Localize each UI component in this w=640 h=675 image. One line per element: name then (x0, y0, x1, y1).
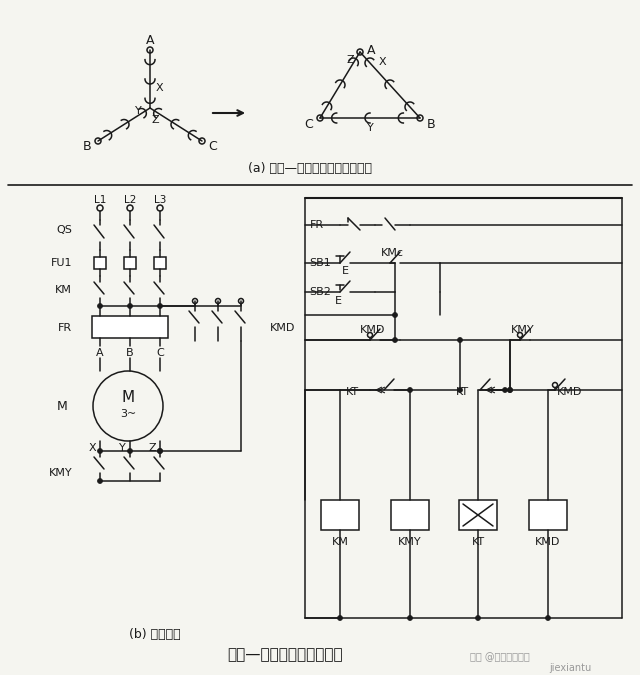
Circle shape (458, 338, 463, 342)
Text: KMc: KMc (381, 248, 403, 258)
Text: B: B (83, 140, 92, 153)
Circle shape (502, 387, 508, 392)
Circle shape (97, 304, 102, 308)
Bar (391, 500, 429, 530)
Text: 3~: 3~ (120, 409, 136, 419)
Text: (a) 星形—三角形转换绕组连接图: (a) 星形—三角形转换绕组连接图 (248, 161, 372, 175)
Circle shape (476, 616, 481, 620)
Bar (124, 257, 136, 269)
Text: C: C (209, 140, 218, 153)
Bar (459, 500, 497, 530)
Bar (154, 257, 166, 269)
Circle shape (97, 479, 102, 483)
Bar (92, 316, 168, 338)
Text: C: C (305, 117, 314, 130)
Text: M: M (122, 391, 134, 406)
Bar (94, 257, 106, 269)
Text: A: A (367, 43, 375, 57)
Circle shape (127, 448, 132, 454)
Text: KT: KT (456, 387, 468, 397)
Text: KMY: KMY (398, 537, 422, 547)
Text: KMD: KMD (360, 325, 386, 335)
Bar (529, 500, 567, 530)
Text: L1: L1 (94, 195, 106, 205)
Text: Z: Z (346, 55, 354, 65)
Circle shape (337, 616, 342, 620)
Text: B: B (427, 117, 435, 130)
Circle shape (157, 304, 163, 308)
Circle shape (392, 338, 397, 342)
Text: A: A (96, 348, 104, 358)
Text: X: X (155, 83, 163, 93)
Text: M: M (57, 400, 68, 412)
Text: E: E (335, 296, 342, 306)
Text: SB2: SB2 (309, 287, 331, 297)
Circle shape (508, 387, 513, 392)
Text: KM: KM (55, 285, 72, 295)
Text: X: X (88, 443, 96, 453)
Text: FR: FR (310, 220, 324, 230)
Circle shape (408, 387, 413, 392)
Text: KMD: KMD (270, 323, 296, 333)
Text: (b) 控制线路: (b) 控制线路 (129, 628, 181, 641)
Text: KMD: KMD (535, 537, 561, 547)
Text: QS: QS (56, 225, 72, 235)
Circle shape (157, 448, 163, 454)
Text: L2: L2 (124, 195, 136, 205)
Circle shape (392, 313, 397, 317)
Text: KMY: KMY (49, 468, 72, 478)
Text: B: B (126, 348, 134, 358)
Text: KMD: KMD (557, 387, 582, 397)
Text: 头条 @机械智能制造: 头条 @机械智能制造 (470, 652, 530, 662)
Circle shape (508, 387, 513, 392)
Text: SB1: SB1 (309, 258, 331, 268)
Text: FU1: FU1 (51, 258, 72, 268)
Text: C: C (156, 348, 164, 358)
Text: Y: Y (118, 443, 125, 453)
Circle shape (127, 304, 132, 308)
Text: 星形—三角形启动控制线路: 星形—三角形启动控制线路 (227, 647, 343, 662)
Text: X: X (378, 57, 386, 67)
Text: KT: KT (346, 387, 358, 397)
Circle shape (97, 448, 102, 454)
Text: KM: KM (332, 537, 348, 547)
Text: Y: Y (134, 106, 141, 116)
Text: KT: KT (472, 537, 484, 547)
Circle shape (157, 448, 163, 454)
Text: FR: FR (58, 323, 72, 333)
Text: A: A (146, 34, 154, 47)
Bar (321, 500, 359, 530)
Text: Z: Z (148, 443, 156, 453)
Text: Z: Z (151, 115, 159, 125)
Circle shape (458, 387, 463, 392)
Text: Y: Y (367, 123, 373, 133)
Text: jiexiantu: jiexiantu (549, 663, 591, 673)
Text: KMY: KMY (511, 325, 535, 335)
Circle shape (408, 616, 413, 620)
Text: E: E (342, 266, 349, 276)
Circle shape (545, 616, 550, 620)
Text: L3: L3 (154, 195, 166, 205)
